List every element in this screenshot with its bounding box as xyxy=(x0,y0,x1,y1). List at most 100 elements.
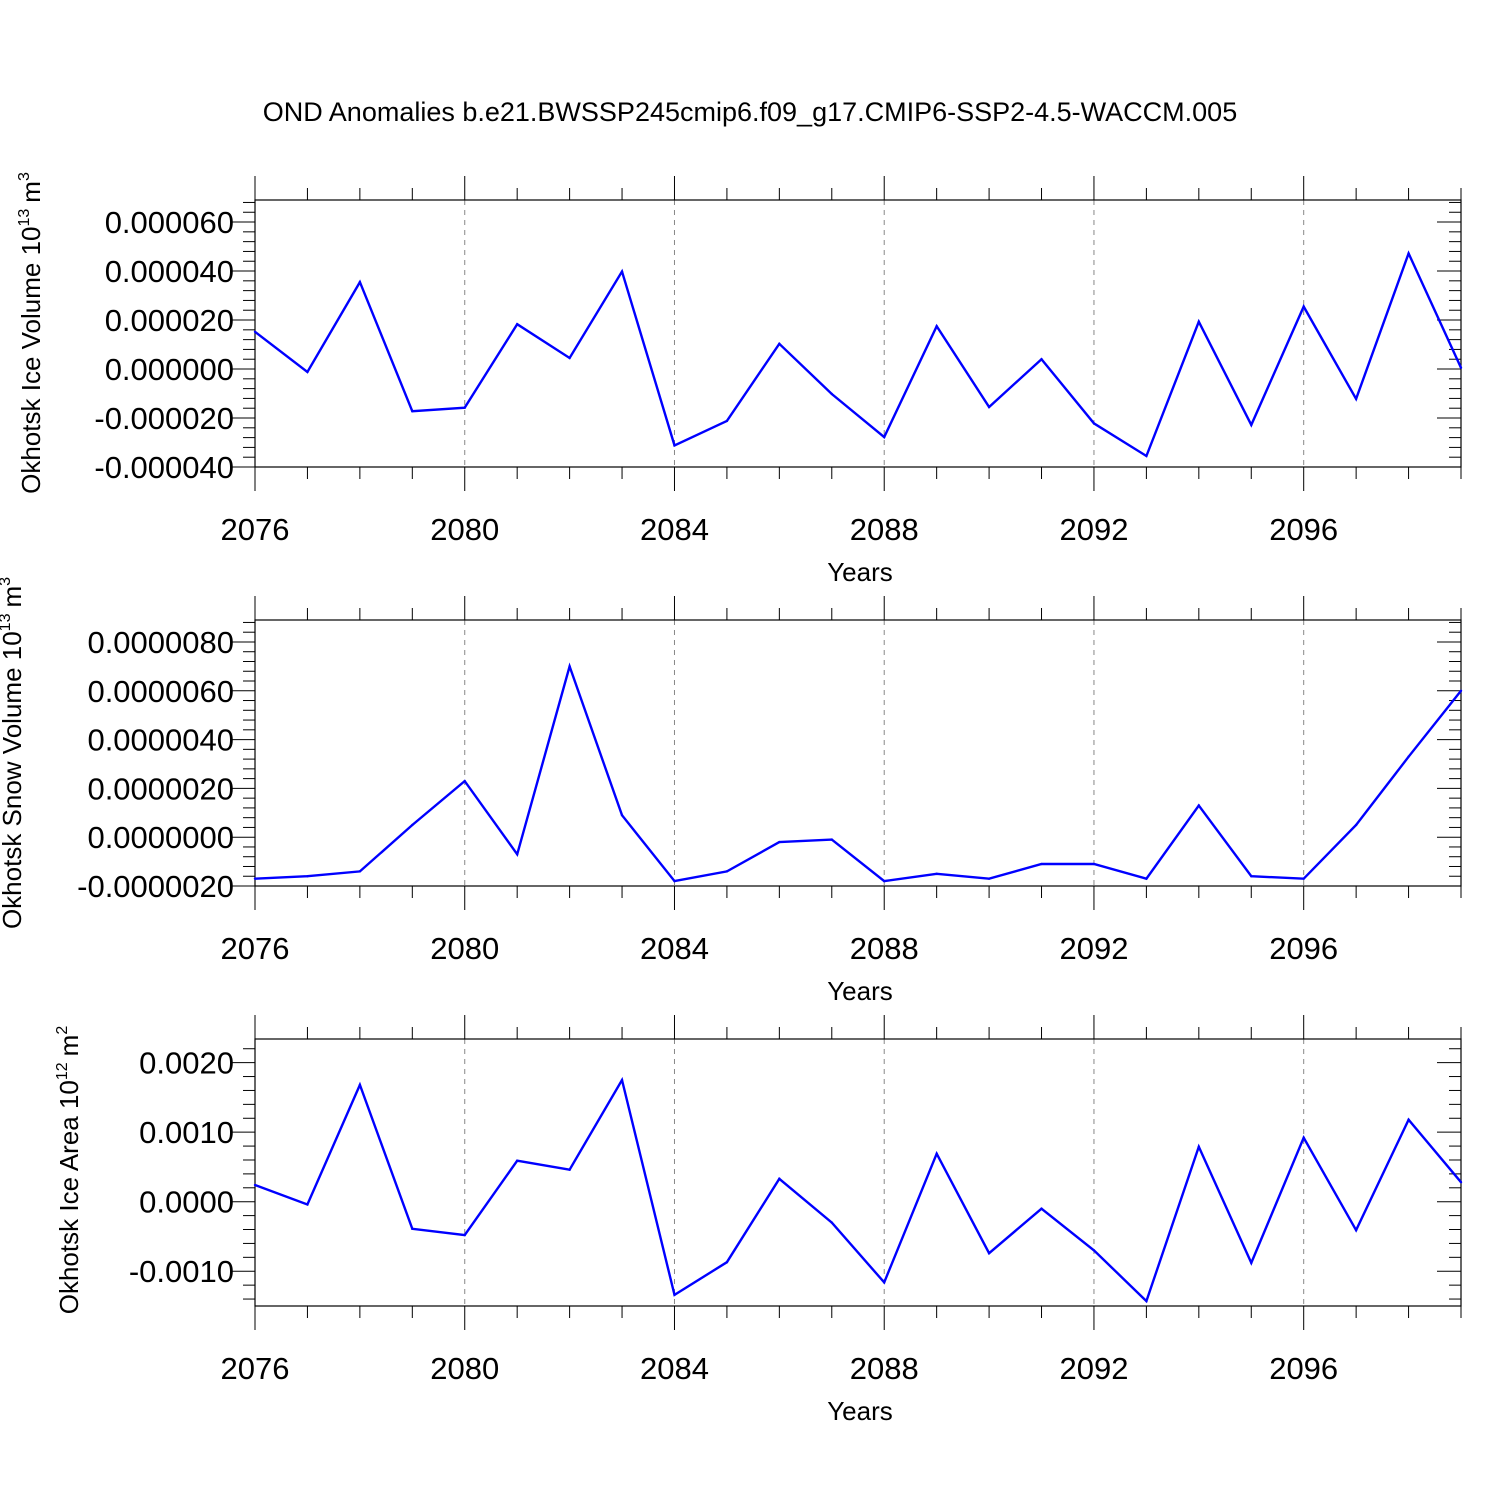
data-point xyxy=(673,879,676,883)
data-point xyxy=(253,1183,257,1187)
x-tick-label: 2076 xyxy=(221,512,290,547)
x-tick-label: 2092 xyxy=(1059,1351,1128,1386)
data-point xyxy=(463,1233,466,1237)
series-line xyxy=(254,1076,1462,1304)
y-tick-label: 0.0000020 xyxy=(87,771,234,806)
data-point xyxy=(358,280,362,284)
data-point xyxy=(1040,862,1043,866)
x-tick-label: 2076 xyxy=(221,931,290,966)
x-tick-label: 2088 xyxy=(850,931,919,966)
data-point xyxy=(358,1083,362,1087)
y-tick-label: 0.0020 xyxy=(139,1046,234,1081)
data-point xyxy=(463,406,466,409)
y-axis-label-exponent: 12 xyxy=(54,1062,71,1080)
y-tick-label: -0.0010 xyxy=(129,1254,234,1289)
series-line xyxy=(254,250,1463,458)
data-point xyxy=(1459,689,1463,692)
data-point xyxy=(1092,422,1096,425)
data-point xyxy=(1250,423,1253,427)
data-point xyxy=(778,1177,781,1180)
data-point xyxy=(1407,755,1410,758)
data-point xyxy=(1302,877,1305,880)
data-point xyxy=(1145,877,1148,880)
y-tick-label: 0.0000040 xyxy=(87,723,234,758)
data-point xyxy=(830,838,833,841)
data-point xyxy=(1302,305,1305,308)
x-tick-label: 2092 xyxy=(1059,512,1128,547)
x-tick-label: 2084 xyxy=(640,512,709,547)
y-tick-label: -0.0000020 xyxy=(77,869,234,904)
x-tick-label: 2096 xyxy=(1269,1351,1338,1386)
data-point xyxy=(883,435,886,439)
data-point xyxy=(1197,804,1201,807)
data-point xyxy=(1354,397,1358,401)
panel-snow-volume: 2076 2080 2084 2088 2092 2096 Years -0.0000020 0… xyxy=(0,577,1463,1006)
y-axis-label-unit: m xyxy=(0,586,27,608)
data-point xyxy=(1459,1181,1463,1184)
data-point xyxy=(306,370,309,374)
data-point xyxy=(1354,1229,1358,1232)
data-point xyxy=(987,877,991,880)
data-point xyxy=(1354,823,1358,827)
y-axis-label-unit-exponent: 3 xyxy=(0,577,14,586)
y-tick-label: 0.0000 xyxy=(139,1185,234,1220)
data-point xyxy=(411,409,414,413)
data-point xyxy=(515,322,519,326)
y-axis-label-text: Okhotsk Ice Volume 10 xyxy=(16,227,46,494)
data-point xyxy=(306,875,309,878)
x-tick-label: 2076 xyxy=(221,1351,290,1386)
y-tick-label: 0.0000080 xyxy=(87,625,234,660)
x-axis-label: Years xyxy=(827,1396,893,1426)
y-tick-label: 0.0010 xyxy=(139,1115,234,1150)
data-point xyxy=(411,1227,414,1231)
data-point xyxy=(725,870,729,873)
data-point xyxy=(1459,366,1463,369)
data-point xyxy=(620,1078,624,1082)
y-axis-label-text: Okhotsk Ice Area 10 xyxy=(54,1080,84,1314)
data-point xyxy=(987,1251,991,1255)
data-point xyxy=(1040,358,1043,361)
plot-frame xyxy=(254,199,1462,468)
y-axis-label-unit-exponent: 2 xyxy=(54,1026,71,1035)
data-point xyxy=(935,324,938,328)
data-point xyxy=(620,814,624,817)
x-tick-label: 2084 xyxy=(640,1351,709,1386)
data-point xyxy=(1040,1207,1043,1210)
data-point xyxy=(830,1221,833,1224)
y-axis-label-exponent: 13 xyxy=(0,613,14,631)
y-axis-label: Okhotsk Snow Volume 1013 m3 xyxy=(0,577,27,929)
data-point xyxy=(1302,1136,1305,1139)
y-tick-label: -0.000040 xyxy=(94,450,234,485)
data-point xyxy=(778,342,781,345)
plot-frame xyxy=(254,619,1462,887)
x-tick-label: 2084 xyxy=(640,931,709,966)
y-axis-label-unit-exponent: 3 xyxy=(16,172,33,181)
data-point xyxy=(725,419,729,423)
x-axis-label: Years xyxy=(827,557,893,587)
plot-frame xyxy=(254,1038,1462,1307)
data-point xyxy=(987,405,991,409)
data-point xyxy=(1197,1145,1201,1148)
data-point xyxy=(568,356,571,360)
y-tick-label: 0.000040 xyxy=(105,254,234,289)
panel-ice-volume: 2076 2080 2084 2088 2092 2096 Years -0.000040 -0… xyxy=(16,172,1463,587)
data-point xyxy=(568,665,571,668)
data-point xyxy=(935,872,938,875)
data-point xyxy=(1407,252,1410,255)
data-point xyxy=(1145,454,1148,458)
y-axis-label-unit: m xyxy=(54,1035,84,1057)
data-point xyxy=(463,779,466,783)
data-point xyxy=(515,853,519,856)
y-tick-label: 0.000000 xyxy=(105,352,234,387)
data-point xyxy=(673,1293,676,1297)
y-axis-label-exponent: 13 xyxy=(16,209,33,227)
x-tick-label: 2080 xyxy=(430,1351,499,1386)
data-point xyxy=(1250,875,1253,878)
x-tick-label: 2096 xyxy=(1269,512,1338,547)
data-point xyxy=(1407,1118,1410,1121)
x-tick-label: 2080 xyxy=(430,931,499,966)
data-point xyxy=(883,1281,886,1284)
data-point xyxy=(1250,1261,1253,1265)
data-point xyxy=(778,840,781,844)
